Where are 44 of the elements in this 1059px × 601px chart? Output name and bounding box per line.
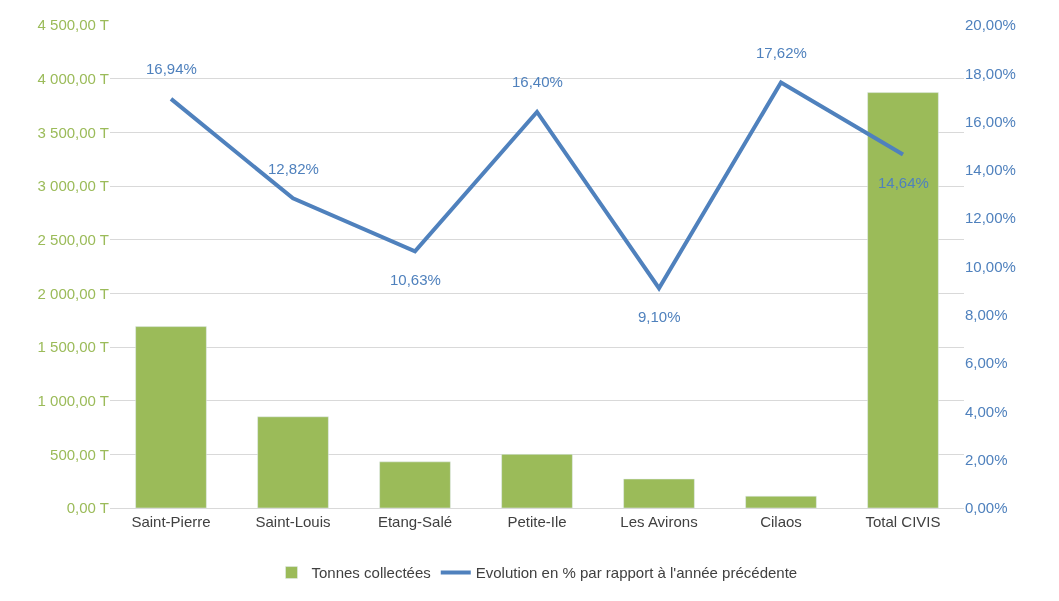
y2-tick-label: 8,00% bbox=[965, 306, 1008, 324]
data-label: 16,94% bbox=[146, 60, 197, 77]
legend-label: Evolution en % par rapport à l'année précédente bbox=[475, 564, 798, 582]
x-tick-label: Petite-Ile bbox=[507, 513, 567, 530]
y2-tick-label: 20,00% bbox=[965, 16, 1016, 34]
y2-tick-label: 18,00% bbox=[965, 64, 1016, 82]
data-label: 10,63% bbox=[390, 271, 441, 288]
y2-tick-label: 4,00% bbox=[965, 402, 1008, 420]
y-tick-label: 0,00 T bbox=[66, 499, 109, 517]
data-label: 9,10% bbox=[638, 308, 681, 325]
y2-tick-label: 2,00% bbox=[965, 450, 1008, 468]
y-tick-label: 1 000,00 T bbox=[37, 391, 109, 409]
bar bbox=[379, 461, 451, 508]
y-tick-label: 2 500,00 T bbox=[37, 230, 109, 248]
x-tick-label: Cilaos bbox=[760, 513, 802, 530]
bar bbox=[623, 478, 695, 508]
bar bbox=[501, 454, 573, 508]
y2-tick-label: 6,00% bbox=[965, 354, 1008, 372]
x-tick-label: Les Avirons bbox=[620, 513, 698, 530]
y2-tick-label: 0,00% bbox=[965, 499, 1008, 517]
data-label: 17,62% bbox=[756, 44, 807, 61]
data-label: 16,40% bbox=[512, 73, 563, 90]
y-tick-label: 4 500,00 T bbox=[37, 16, 109, 34]
y2-tick-label: 16,00% bbox=[965, 112, 1016, 130]
y-tick-label: 3 000,00 T bbox=[37, 177, 109, 195]
y2-tick-label: 10,00% bbox=[965, 257, 1016, 275]
y-tick-label: 3 500,00 T bbox=[37, 123, 109, 141]
x-tick-label: Saint-Pierre bbox=[131, 513, 211, 530]
bar bbox=[257, 416, 329, 508]
y-tick-label: 500,00 T bbox=[50, 445, 109, 463]
y2-tick-label: 12,00% bbox=[965, 209, 1016, 227]
data-label: 14,64% bbox=[878, 174, 929, 191]
legend-label: Tonnes collectées bbox=[311, 564, 431, 582]
x-tick-label: Total CIVIS bbox=[865, 513, 941, 530]
x-tick-label: Etang-Salé bbox=[377, 513, 453, 530]
data-label: 12,82% bbox=[268, 160, 319, 177]
y2-tick-label: 14,00% bbox=[965, 161, 1016, 179]
y-tick-label: 4 000,00 T bbox=[37, 69, 109, 87]
x-tick-label: Saint-Louis bbox=[255, 513, 331, 530]
bar bbox=[867, 92, 939, 508]
y-tick-label: 1 500,00 T bbox=[37, 338, 109, 356]
bar bbox=[135, 326, 207, 508]
y-tick-label: 2 000,00 T bbox=[37, 284, 109, 302]
bar bbox=[745, 495, 817, 508]
